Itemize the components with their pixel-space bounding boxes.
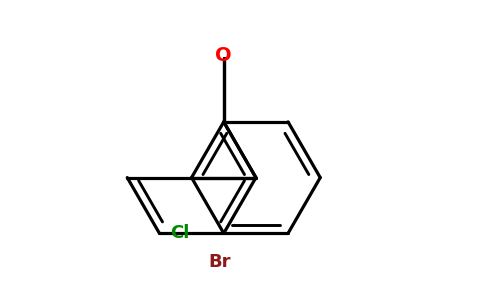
Text: Cl: Cl: [170, 224, 190, 242]
Text: Br: Br: [208, 254, 230, 272]
Text: O: O: [215, 46, 232, 65]
